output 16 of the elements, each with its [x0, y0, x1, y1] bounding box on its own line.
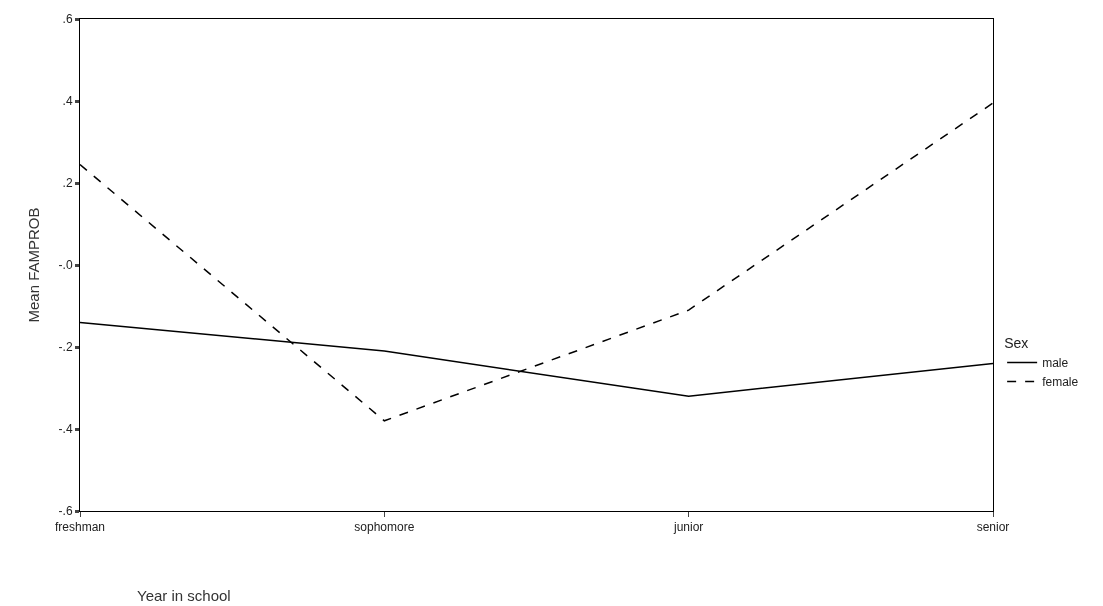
y-tick-label: .4 — [62, 94, 73, 109]
x-tick-label: senior — [976, 520, 1010, 535]
legend-title: Sex — [1004, 335, 1029, 352]
x-axis-title: Year in school — [137, 587, 231, 604]
y-tick-label: .2 — [62, 176, 73, 191]
y-axis-title: Mean FAMPROB — [24, 207, 42, 323]
x-tick-label: sophomore — [354, 520, 415, 535]
legend-label: male — [1042, 356, 1069, 371]
y-tick-label: -.0 — [58, 258, 73, 273]
legend-label: female — [1042, 375, 1079, 390]
y-tick-label: -.6 — [58, 504, 73, 519]
y-tick-label: -.2 — [58, 340, 73, 355]
y-tick-label: .6 — [62, 12, 73, 27]
x-tick-label: junior — [672, 520, 704, 535]
x-tick-label: freshman — [54, 520, 106, 535]
y-tick-label: -.4 — [58, 422, 73, 437]
